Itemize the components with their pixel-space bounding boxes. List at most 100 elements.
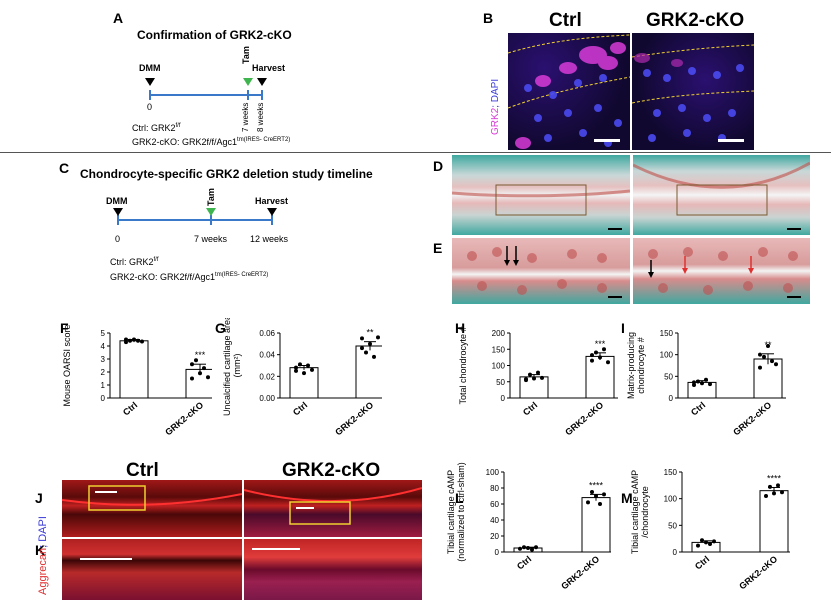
panel-label-g: G <box>215 320 226 336</box>
chart-l-ylabel: Tibial cartilage cAMP <box>446 470 456 554</box>
chart-h-ylabel: Total chondrocyte # <box>458 326 468 404</box>
chart-f-point <box>136 338 140 343</box>
chart-l-tick-label: 20 <box>490 532 499 541</box>
chart-l-point <box>530 547 534 552</box>
chart-f: 0 1 2 3 4 5 Mouse OARSI score Ctrl GRK2-cKO *** <box>62 324 212 437</box>
chart-h-point <box>528 372 532 377</box>
chart-m-tick-label: 150 <box>664 468 678 477</box>
chart-i: 0 50 100 150 Matrix-producing chondrocyte # Ct… <box>626 329 786 438</box>
panel-c-title: Chondrocyte-specific GRK2 deletion study… <box>80 167 373 181</box>
chart-l-point <box>590 490 594 494</box>
chart-m-tick-label: 100 <box>664 495 678 504</box>
chart-i-point <box>774 362 778 367</box>
chart-i-point <box>766 344 770 348</box>
chart-f-point <box>124 337 128 342</box>
chart-h-significance: *** <box>595 339 606 349</box>
chart-f-point <box>190 362 194 367</box>
chart-m-tick-label: 50 <box>668 521 677 530</box>
chart-f-significance: *** <box>195 350 206 360</box>
chart-l-point <box>526 546 530 550</box>
chart-m-point <box>704 540 708 545</box>
chart-f-category-label: Ctrl <box>121 400 139 418</box>
panel-c-ctrl-genotype: Ctrl: GRK2f/f <box>110 257 159 267</box>
chart-h-point <box>602 347 606 352</box>
panel-a-t7: 7 weeks <box>241 102 250 132</box>
chart-l-point <box>598 502 602 506</box>
chart-f-tick-label: 2 <box>101 368 106 377</box>
chart-h-point <box>540 375 544 380</box>
chart-i-category-label: GRK2-cKO <box>731 400 773 438</box>
chart-l-tick-label: 100 <box>486 468 500 477</box>
chart-g: 0.00 0.02 0.04 0.06 Uncalcified cartilage ar… <box>222 318 382 437</box>
panel-c-cko-genotype: GRK2-cKO: GRK2f/f/Agc1tm(IRES- CreERT2) <box>110 272 269 282</box>
panel-j-ctrl-scale-bar <box>95 491 117 493</box>
chart-f-point <box>206 375 210 380</box>
chart-i-point <box>708 382 712 387</box>
chart-m-significance: **** <box>767 473 782 483</box>
chart-l-point <box>518 546 522 551</box>
chart-g-point <box>360 336 364 341</box>
chart-l-point <box>602 492 606 497</box>
panel-e-cko-scale-bar <box>787 296 801 298</box>
panel-label-d: D <box>433 158 444 174</box>
panel-e-cko-image <box>633 238 810 304</box>
panel-j-ctrl-image <box>62 480 242 537</box>
chart-l-category-label: Ctrl <box>515 554 533 572</box>
chart-i-point <box>758 365 762 370</box>
panel-b-ctrl-header: Ctrl <box>549 10 582 31</box>
chart-m-point <box>696 543 700 548</box>
chart-f-point <box>202 366 206 371</box>
panel-label-c: C <box>59 160 70 176</box>
chart-f-bar <box>119 340 149 399</box>
panel-a-tam: Tam <box>241 46 251 64</box>
panel-label-i: I <box>621 320 625 336</box>
panel-label-l: L <box>455 490 464 506</box>
chart-l: 0 20 40 60 80 100 Tibial cartilage cAMP (normal… <box>446 462 611 592</box>
chart-g-point <box>368 341 372 346</box>
panel-jk-stain-label: Aggrecan; DAPI <box>37 516 49 595</box>
panel-a-cko-genotype: GRK2-cKO: GRK2f/f/Agc1tm(IRES- CreERT2) <box>132 137 291 147</box>
panel-e-ctrl-image <box>452 238 630 304</box>
chart-i-point <box>700 381 704 386</box>
chart-h-category-label: GRK2-cKO <box>563 400 605 438</box>
chart-i-category-label: Ctrl <box>689 400 707 418</box>
chart-f-tick-label: 5 <box>101 329 106 338</box>
chart-h: 0 50 100 150 200 Total chondrocyte # Ctrl GRK2-… <box>458 326 618 438</box>
chart-l-tick-label: 80 <box>490 484 499 493</box>
top-divider <box>0 152 831 153</box>
chart-i-ylabel: Matrix-producing <box>626 332 636 399</box>
panel-b-cko-header: GRK2-cKO <box>646 10 745 31</box>
panel-c-timeline <box>113 208 277 225</box>
chart-l-bar <box>581 497 611 553</box>
panel-k-cko-image <box>244 539 422 600</box>
panel-label-h: H <box>455 320 466 336</box>
panel-c-dmm: DMM <box>106 196 128 206</box>
chart-i-tick-label: 100 <box>660 351 674 360</box>
chart-l-tick-label: 60 <box>490 500 499 509</box>
chart-h-tick-label: 100 <box>492 362 506 371</box>
chart-m-point <box>700 538 704 543</box>
chart-h-tick-label: 50 <box>496 378 505 387</box>
panel-c-t0: 0 <box>115 234 121 244</box>
panel-a-title: Confirmation of GRK2-cKO <box>137 28 292 42</box>
chart-g-point <box>360 346 364 351</box>
chart-i-ylabel: chondrocyte # <box>636 337 646 394</box>
chart-l-category-label: GRK2-cKO <box>559 554 601 592</box>
chart-m-point <box>712 539 716 544</box>
chart-i-point <box>692 380 696 385</box>
chart-g-tick-label: 0.00 <box>259 394 275 403</box>
panel-a-t8: 8 weeks <box>256 102 265 132</box>
chart-f-tick-label: 0 <box>101 394 106 403</box>
chart-l-point <box>586 500 590 505</box>
chart-m-point <box>772 491 776 496</box>
chart-g-point <box>372 354 376 359</box>
chart-g-ylabel: (mm²) <box>232 354 242 378</box>
panel-j-cko-header: GRK2-cKO <box>282 460 381 481</box>
panel-e-ctrl-scale-bar <box>608 296 622 298</box>
panel-d-ctrl-scale-bar <box>608 228 622 230</box>
chart-m-bar <box>759 490 789 553</box>
panel-k-ctrl-image <box>62 539 242 600</box>
chart-h-tick-label: 0 <box>501 394 506 403</box>
chart-f-point <box>128 338 132 343</box>
panel-b-cko-scale-bar <box>718 139 744 142</box>
